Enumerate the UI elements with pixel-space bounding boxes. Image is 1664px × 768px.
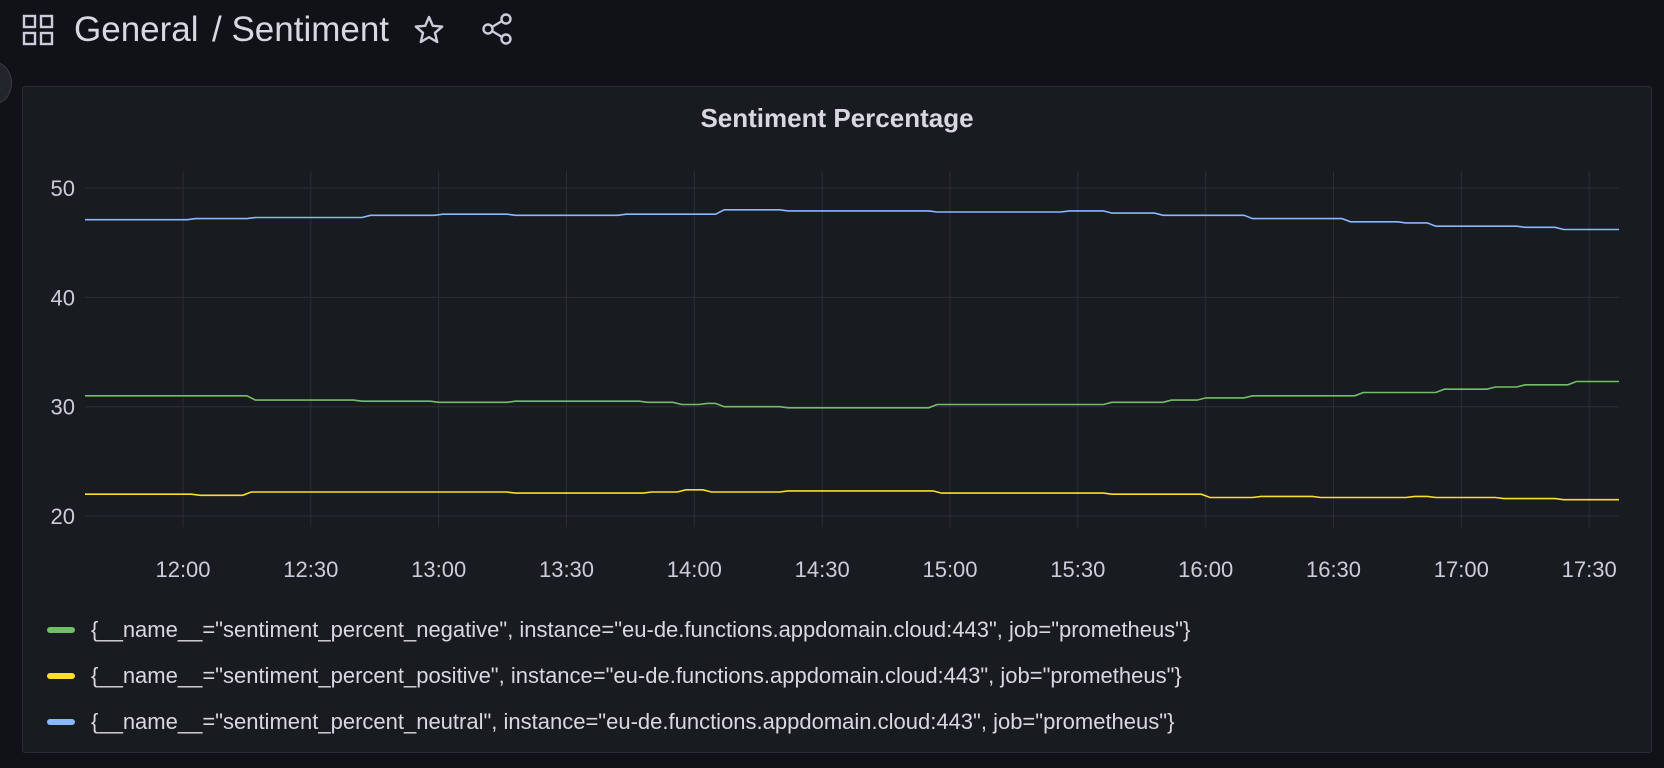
series-line-0 bbox=[85, 380, 1619, 409]
x-tick-label: 12:30 bbox=[283, 557, 338, 582]
legend-item[interactable]: {__name__="sentiment_percent_neutral", i… bbox=[47, 699, 1637, 745]
chart-legend: {__name__="sentiment_percent_negative", … bbox=[47, 607, 1637, 745]
timeseries-chart: 20 30 40 50 12:00 12:30 13:00 13:30 14:00 14:30 15… bbox=[51, 171, 1619, 582]
x-tick-label: 13:00 bbox=[411, 557, 466, 582]
dashboards-grid-icon[interactable] bbox=[22, 14, 54, 46]
legend-item[interactable]: {__name__="sentiment_percent_positive", … bbox=[47, 653, 1637, 699]
x-tick-label: 12:00 bbox=[155, 557, 210, 582]
x-tick-label: 17:00 bbox=[1434, 557, 1489, 582]
sidebar-toggle[interactable] bbox=[0, 62, 12, 104]
x-tick-label: 14:30 bbox=[795, 557, 850, 582]
share-icon[interactable] bbox=[480, 12, 514, 46]
chart-panel: Sentiment Percentage 20 30 40 50 12:00 12:30 1… bbox=[22, 86, 1652, 753]
legend-item[interactable]: {__name__="sentiment_percent_negative", … bbox=[47, 607, 1637, 653]
legend-label: {__name__="sentiment_percent_negative", … bbox=[91, 617, 1191, 642]
y-tick-label: 20 bbox=[51, 504, 75, 529]
x-tick-label: 15:30 bbox=[1050, 557, 1105, 582]
x-tick-label: 13:30 bbox=[539, 557, 594, 582]
legend-swatch bbox=[47, 627, 75, 633]
panel-title[interactable]: Sentiment Percentage bbox=[700, 103, 974, 133]
series-line-2 bbox=[85, 209, 1619, 231]
x-tick-label: 14:00 bbox=[667, 557, 722, 582]
legend-swatch bbox=[47, 719, 75, 725]
series-line-1 bbox=[85, 489, 1619, 501]
x-tick-label: 16:00 bbox=[1178, 557, 1233, 582]
y-tick-label: 30 bbox=[51, 395, 75, 420]
legend-swatch bbox=[47, 673, 75, 679]
breadcrumb-folder[interactable]: General bbox=[74, 10, 199, 49]
x-tick-label: 15:00 bbox=[922, 557, 977, 582]
y-tick-label: 40 bbox=[51, 285, 75, 310]
dashboard-title: / Sentiment bbox=[212, 10, 390, 49]
legend-label: {__name__="sentiment_percent_positive", … bbox=[91, 663, 1182, 688]
dashboard-header: General / Sentiment bbox=[0, 0, 1664, 60]
y-tick-label: 50 bbox=[51, 176, 75, 201]
x-tick-label: 16:30 bbox=[1306, 557, 1361, 582]
x-tick-label: 17:30 bbox=[1562, 557, 1617, 582]
star-icon[interactable] bbox=[413, 14, 445, 46]
legend-label: {__name__="sentiment_percent_neutral", i… bbox=[91, 709, 1175, 734]
